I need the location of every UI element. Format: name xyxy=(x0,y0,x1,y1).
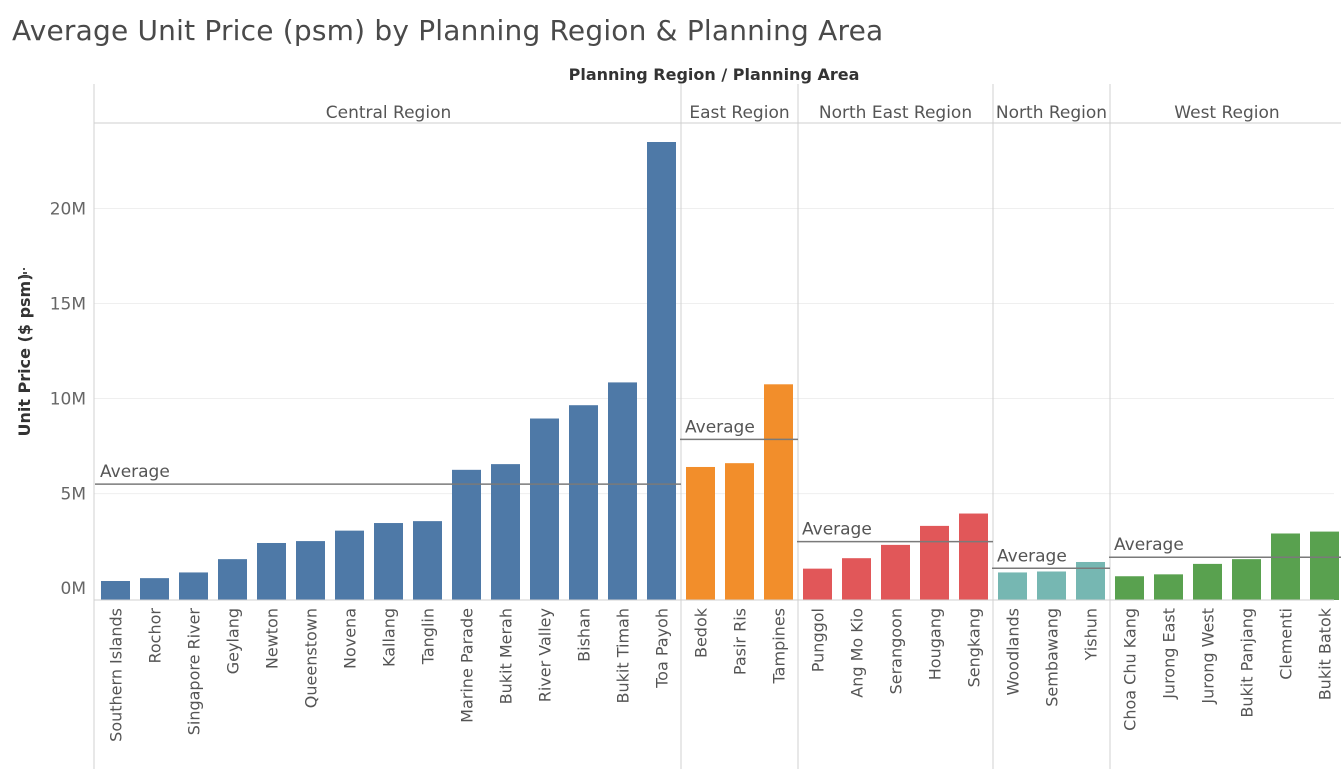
bar xyxy=(842,558,871,600)
bar xyxy=(1115,576,1144,600)
bar xyxy=(998,572,1027,600)
region-header: East Region xyxy=(689,103,789,123)
bar xyxy=(1037,571,1066,600)
x-tick-label: Novena xyxy=(341,608,360,669)
x-tick-label: Newton xyxy=(263,608,282,669)
bar xyxy=(296,541,325,600)
y-tick-label: 0M xyxy=(61,579,86,599)
x-tick-label: Singapore River xyxy=(185,608,204,736)
x-tick-label: Toa Payoh xyxy=(653,608,672,689)
region-header: North East Region xyxy=(819,103,972,123)
x-tick-label: Tanglin xyxy=(419,608,438,665)
x-tick-label: Bukit Merah xyxy=(497,608,516,704)
region-header: North Region xyxy=(996,103,1107,123)
region-panels xyxy=(94,84,1341,769)
x-tick-label: Clementi xyxy=(1277,608,1296,680)
sort-icon-bar xyxy=(23,272,27,274)
sort-icon-bar xyxy=(23,268,25,270)
bar xyxy=(374,523,403,600)
x-tick-label: Punggol xyxy=(809,608,828,672)
x-tick-label: Bukit Timah xyxy=(614,608,633,703)
average-label: Average xyxy=(100,462,170,482)
x-tick-label: Queenstown xyxy=(302,608,321,708)
y-tick-label: 10M xyxy=(50,390,86,410)
x-tick-label: Sembawang xyxy=(1043,608,1062,707)
x-tick-label: Rochor xyxy=(146,608,165,664)
x-tick-label: River Valley xyxy=(536,608,555,702)
bar xyxy=(1310,531,1339,600)
bar xyxy=(218,559,247,600)
bar xyxy=(803,568,832,600)
bar xyxy=(686,466,715,600)
x-tick-label: Choa Chu Kang xyxy=(1121,608,1140,731)
chart-title: Average Unit Price (psm) by Planning Reg… xyxy=(12,14,884,47)
bar xyxy=(881,544,910,600)
bar xyxy=(491,464,520,600)
y-tick-label: 5M xyxy=(61,485,86,505)
x-tick-label: Pasir Ris xyxy=(731,608,750,675)
bar xyxy=(257,542,286,600)
x-tick-label: Jurong East xyxy=(1160,608,1179,700)
x-tick-label: Marine Parade xyxy=(458,608,477,723)
x-tick-label: Southern Islands xyxy=(107,608,126,742)
bar xyxy=(959,513,988,600)
bar xyxy=(140,578,169,600)
y-tick-label: 20M xyxy=(50,200,86,220)
x-tick-label: Geylang xyxy=(224,608,243,674)
x-tick-label: Bishan xyxy=(575,608,594,662)
labels: Planning Region / Planning Area Central R… xyxy=(107,65,1335,742)
bar xyxy=(413,521,442,600)
axes: 0M 5M 10M 15M 20M Unit Price ($ psm) xyxy=(15,84,1334,769)
bar xyxy=(1271,533,1300,600)
x-tick-label: Tampines xyxy=(770,608,789,684)
bar xyxy=(725,463,754,600)
gridlines xyxy=(94,208,1334,495)
bar xyxy=(569,405,598,600)
average-label: Average xyxy=(997,546,1067,566)
x-tick-label: Sengkang xyxy=(965,608,984,687)
bar xyxy=(335,530,364,600)
x-tick-label: Bukit Batok xyxy=(1316,607,1335,700)
x-tick-label: Jurong West xyxy=(1199,608,1218,705)
y-axis-title: Unit Price ($ psm) xyxy=(15,273,34,436)
y-tick-label: 15M xyxy=(50,295,86,315)
x-tick-label: Ang Mo Kio xyxy=(848,608,867,698)
average-lines: Average Average Average Average Average xyxy=(95,417,1341,570)
column-header: Planning Region / Planning Area xyxy=(569,65,860,84)
x-tick-label: Bukit Panjang xyxy=(1238,608,1257,718)
average-label: Average xyxy=(685,417,755,437)
x-tick-label: Hougang xyxy=(926,608,945,680)
sort-icon-bar xyxy=(23,276,29,278)
sort-descending-icon xyxy=(23,268,29,278)
bar xyxy=(101,580,130,600)
bar xyxy=(452,469,481,600)
bar xyxy=(647,142,676,601)
average-label: Average xyxy=(1114,535,1184,555)
average-label: Average xyxy=(802,520,872,540)
x-tick-label: Woodlands xyxy=(1004,608,1023,696)
bar xyxy=(608,382,637,600)
region-header: Central Region xyxy=(326,103,452,123)
bar xyxy=(530,418,559,600)
x-tick-label: Bedok xyxy=(692,607,711,658)
bar xyxy=(920,525,949,600)
bar xyxy=(179,572,208,600)
bar xyxy=(764,384,793,600)
region-header: West Region xyxy=(1174,103,1279,123)
x-tick-label: Serangoon xyxy=(887,608,906,694)
bar xyxy=(1193,563,1222,600)
bar xyxy=(1232,559,1261,600)
x-tick-label: Yishun xyxy=(1082,608,1101,661)
x-tick-label: Kallang xyxy=(380,608,399,667)
bars xyxy=(101,142,1339,601)
bar xyxy=(1154,574,1183,600)
